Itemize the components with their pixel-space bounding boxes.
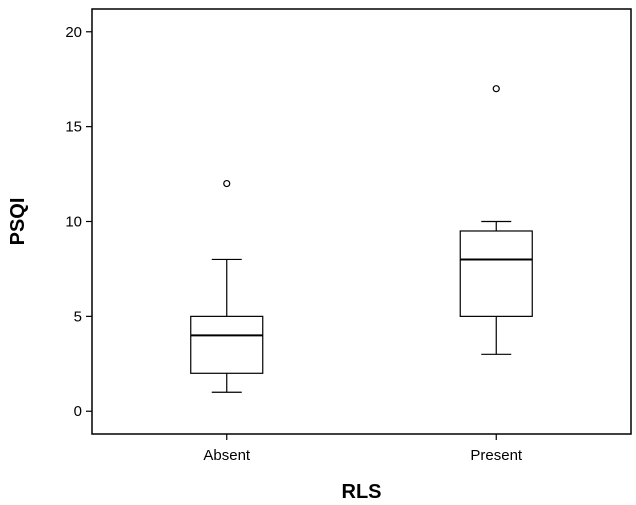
box-iqr bbox=[459, 230, 533, 317]
outlier-point bbox=[223, 179, 231, 188]
box-group bbox=[459, 85, 533, 355]
y-axis: 0 5 10 15 20 bbox=[65, 24, 92, 420]
y-tick-label: 0 bbox=[74, 403, 82, 420]
x-axis: Absent Present bbox=[203, 434, 523, 464]
x-tick-label: Present bbox=[470, 447, 523, 464]
y-tick-label: 10 bbox=[65, 214, 82, 231]
box-group bbox=[190, 179, 264, 393]
outlier-point bbox=[492, 85, 500, 93]
box-iqr bbox=[190, 315, 264, 374]
x-tick-label: Absent bbox=[203, 447, 251, 464]
y-tick-label: 15 bbox=[65, 119, 82, 136]
y-tick-label: 20 bbox=[65, 24, 82, 41]
y-axis-title: PSQI bbox=[7, 198, 29, 246]
box-series bbox=[190, 85, 533, 393]
x-axis-title: RLS bbox=[342, 481, 382, 503]
y-tick-label: 5 bbox=[74, 308, 82, 325]
